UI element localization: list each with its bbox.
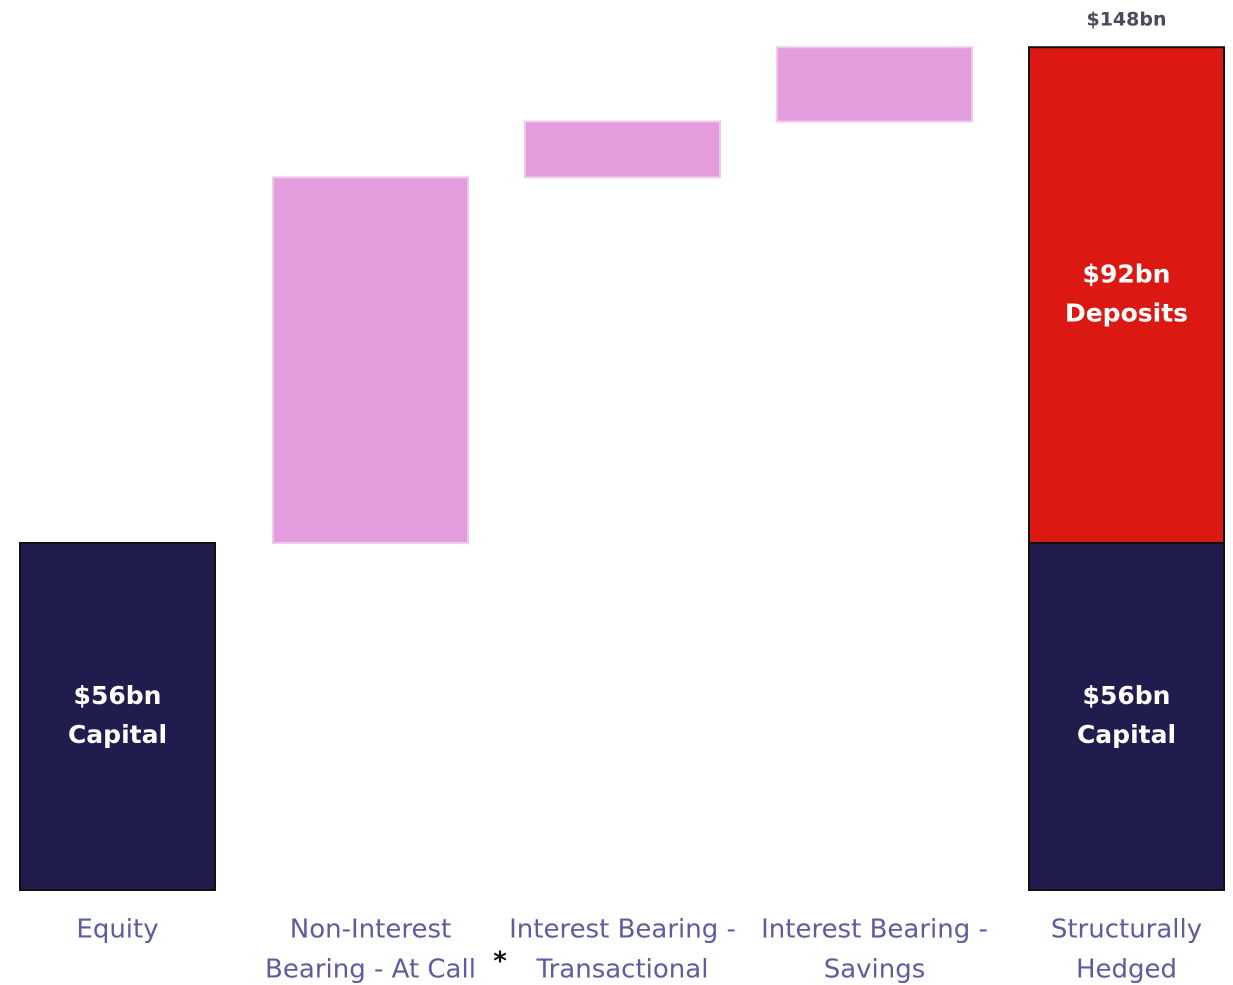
total-value-label: $148bn [1086, 9, 1166, 31]
bar-segment-label: $56bn [1083, 681, 1171, 710]
labels-layer: $56bn Capital Equity Non-Interest Bearing - … [68, 9, 1202, 985]
footnote-marker: * [493, 947, 507, 977]
category-tick-label: Transactional [536, 955, 709, 985]
bar-delta-3 [776, 46, 973, 123]
category-tick-label: Interest Bearing - [761, 915, 988, 945]
bar-segment-label: Capital [1077, 720, 1176, 749]
bar-value-label: $56bn [74, 681, 162, 710]
category-tick-label: Non-Interest [290, 915, 451, 945]
category-tick-label: Interest Bearing - [509, 915, 736, 945]
category-tick-label: Hedged [1076, 955, 1177, 985]
bar-delta-1 [272, 176, 469, 544]
bar-delta-2 [524, 120, 721, 179]
category-tick-label: Savings [824, 955, 926, 985]
bar-segment-label: $92bn [1083, 260, 1171, 289]
bar-value-label: Capital [68, 720, 167, 749]
category-tick-label: Equity [76, 915, 158, 945]
bar-segment-deposits [1028, 46, 1225, 544]
bar-segment-label: Deposits [1065, 299, 1188, 328]
category-tick-label: Bearing - At Call [265, 955, 476, 985]
category-tick-label: Structurally [1051, 915, 1202, 945]
bar-segment-capital [1028, 541, 1225, 891]
bar-equity [19, 541, 216, 891]
bars-layer [19, 46, 1225, 891]
